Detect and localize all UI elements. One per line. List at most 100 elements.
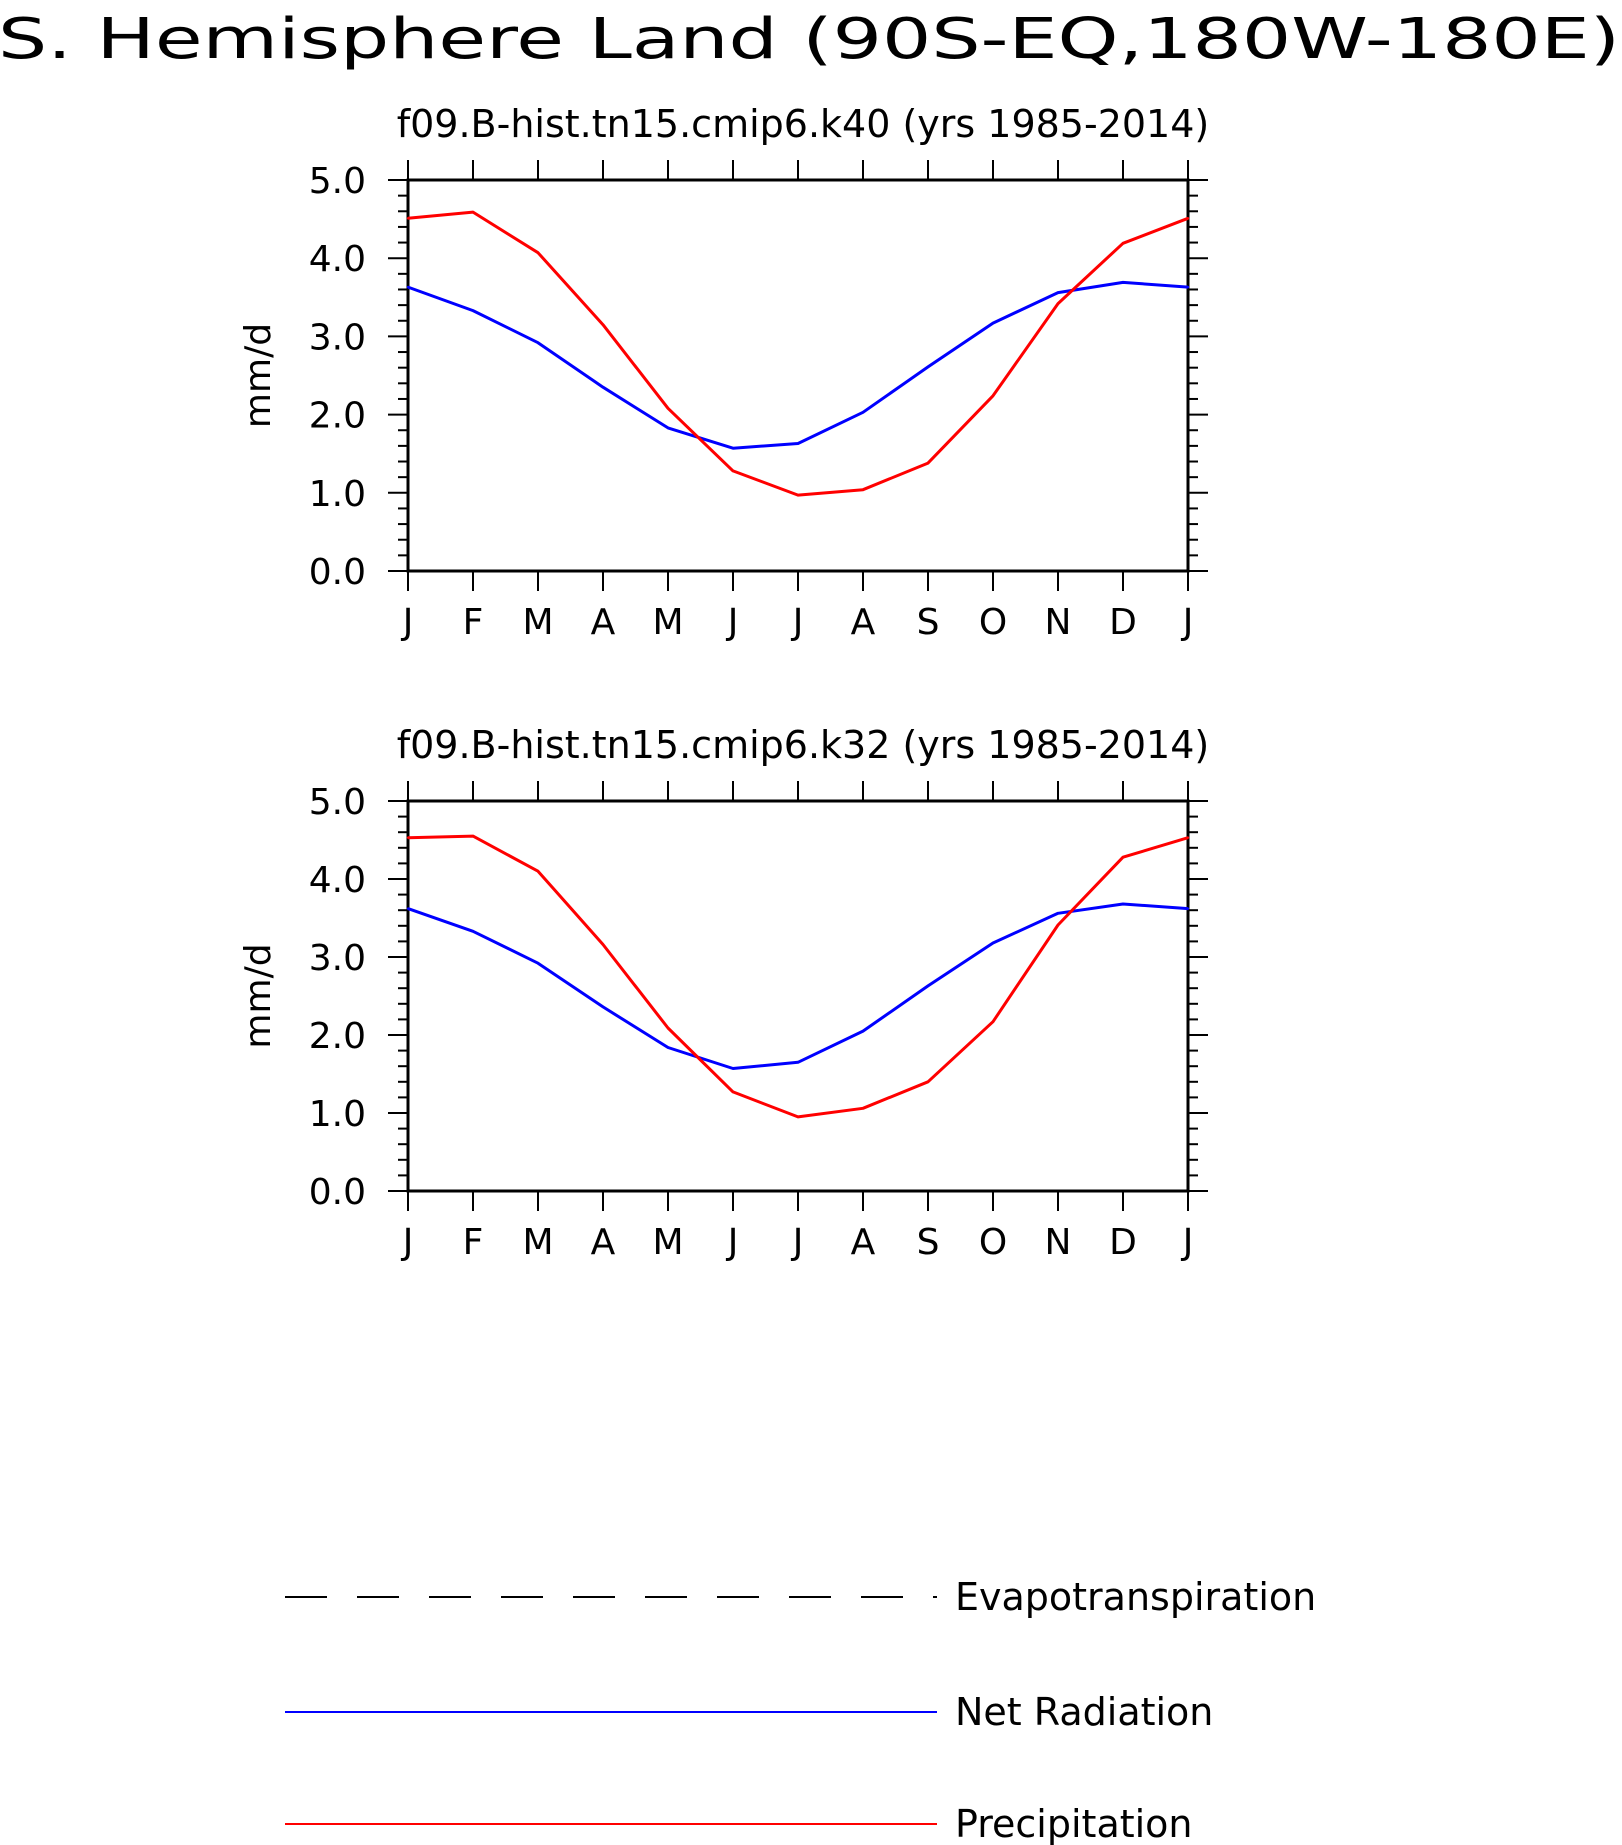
chart-panel-k32: f09.B-hist.tn15.cmip6.k32 (yrs 1985-2014… xyxy=(238,723,1209,1263)
data-point-net-radiation xyxy=(1186,907,1190,910)
series-line-precipitation xyxy=(407,210,1189,497)
data-point-precipitation xyxy=(406,836,410,839)
data-point-net-radiation xyxy=(1186,285,1190,289)
y-tick-label: 5.0 xyxy=(309,782,366,823)
data-point-precipitation xyxy=(406,217,410,220)
y-tick-label: 1.0 xyxy=(309,474,366,515)
x-tick-label: N xyxy=(1045,1222,1072,1263)
data-point-net-radiation xyxy=(536,341,540,344)
x-tick-label: A xyxy=(591,1222,616,1263)
plot-frame xyxy=(406,178,1190,573)
y-tick-label: 2.0 xyxy=(309,1016,366,1057)
x-tick-label: M xyxy=(522,602,553,643)
data-point-net-radiation xyxy=(991,321,995,325)
figure-title: S. Hemisphere Land (90S-EQ,180W-180E) xyxy=(0,7,1620,72)
data-point-precipitation xyxy=(1186,836,1190,839)
data-point-net-radiation xyxy=(601,386,605,389)
x-tick-label: J xyxy=(791,1222,804,1263)
legend-label-precipitation: Precipitation xyxy=(955,1802,1193,1845)
data-point-precipitation xyxy=(731,1090,735,1094)
x-tick-label: A xyxy=(851,1222,876,1263)
data-point-precipitation xyxy=(536,870,540,873)
x-tick-label: D xyxy=(1109,602,1137,643)
data-point-net-radiation xyxy=(926,365,930,369)
data-point-precipitation xyxy=(861,488,865,491)
data-point-precipitation xyxy=(666,1026,670,1030)
x-tick-label: J xyxy=(401,1222,414,1263)
data-point-net-radiation xyxy=(406,907,410,910)
x-tick-label: S xyxy=(917,602,940,643)
panel-title: f09.B-hist.tn15.cmip6.k40 (yrs 1985-2014… xyxy=(397,102,1209,146)
x-tick-label: O xyxy=(979,1222,1007,1263)
data-point-net-radiation xyxy=(406,285,410,289)
x-tick-label: F xyxy=(463,602,484,643)
y-tick-label: 4.0 xyxy=(309,860,366,901)
x-tick-label: O xyxy=(979,602,1007,643)
data-point-net-radiation xyxy=(731,1067,735,1070)
y-tick-label: 3.0 xyxy=(309,317,366,358)
x-tick-label: M xyxy=(652,602,683,643)
y-tick-label: 0.0 xyxy=(309,1172,366,1213)
legend-label-net-radiation: Net Radiation xyxy=(955,1690,1213,1734)
data-point-precipitation xyxy=(926,461,930,465)
x-tick-label: J xyxy=(1181,1222,1194,1263)
data-point-precipitation xyxy=(601,323,605,326)
x-tick-label: S xyxy=(917,1222,940,1263)
data-point-net-radiation xyxy=(796,1061,800,1064)
legend-label-evapotranspiration: Evapotranspiration xyxy=(955,1575,1316,1619)
chart-panel-k40: f09.B-hist.tn15.cmip6.k40 (yrs 1985-2014… xyxy=(238,102,1209,643)
data-point-precipitation xyxy=(471,834,475,838)
y-tick-label: 1.0 xyxy=(309,1094,366,1135)
data-point-net-radiation xyxy=(601,1005,605,1009)
data-point-net-radiation xyxy=(471,309,475,312)
y-tick-label: 2.0 xyxy=(309,396,366,437)
y-axis-label: mm/d xyxy=(238,943,279,1048)
x-tick-label: A xyxy=(591,602,616,643)
x-tick-label: F xyxy=(463,1222,484,1263)
y-axis-label: mm/d xyxy=(238,323,279,428)
data-point-precipitation xyxy=(666,407,670,410)
data-point-net-radiation xyxy=(536,962,540,965)
series-line-net-radiation xyxy=(407,280,1189,450)
panel-title: f09.B-hist.tn15.cmip6.k32 (yrs 1985-2014… xyxy=(397,723,1209,767)
data-point-net-radiation xyxy=(1056,291,1060,294)
data-point-net-radiation xyxy=(1056,912,1060,915)
x-tick-label: A xyxy=(851,602,876,643)
data-point-precipitation xyxy=(796,1115,800,1119)
data-point-net-radiation xyxy=(861,411,865,414)
data-point-net-radiation xyxy=(926,984,930,988)
data-point-precipitation xyxy=(1186,217,1190,220)
data-point-net-radiation xyxy=(1121,902,1125,906)
data-point-precipitation xyxy=(731,469,735,473)
x-tick-label: D xyxy=(1109,1222,1137,1263)
data-point-net-radiation xyxy=(666,1046,670,1049)
data-point-precipitation xyxy=(1121,855,1125,859)
data-point-net-radiation xyxy=(861,1029,865,1033)
data-point-precipitation xyxy=(926,1080,930,1084)
data-point-precipitation xyxy=(1056,923,1060,927)
data-point-precipitation xyxy=(601,943,605,946)
x-tick-label: J xyxy=(726,602,739,643)
x-tick-label: M xyxy=(522,1222,553,1263)
y-tick-label: 5.0 xyxy=(309,161,366,202)
x-tick-label: M xyxy=(652,1222,683,1263)
data-point-net-radiation xyxy=(796,442,800,445)
series-line-net-radiation xyxy=(407,902,1189,1070)
data-point-net-radiation xyxy=(1121,281,1125,284)
data-point-net-radiation xyxy=(991,941,995,945)
x-tick-label: J xyxy=(401,602,414,643)
data-point-precipitation xyxy=(471,210,475,214)
x-tick-label: J xyxy=(726,1222,739,1263)
x-tick-label: N xyxy=(1045,602,1072,643)
y-tick-label: 3.0 xyxy=(309,938,366,979)
x-tick-label: J xyxy=(791,602,804,643)
series-line-precipitation xyxy=(407,834,1189,1119)
data-point-precipitation xyxy=(1056,302,1060,305)
x-tick-label: J xyxy=(1181,602,1194,643)
data-point-net-radiation xyxy=(731,447,735,450)
legend: Evapotranspiration Net Radiation Precipi… xyxy=(285,1575,1316,1845)
data-point-precipitation xyxy=(991,1020,995,1023)
y-tick-label: 0.0 xyxy=(309,552,366,593)
data-point-precipitation xyxy=(796,493,800,497)
